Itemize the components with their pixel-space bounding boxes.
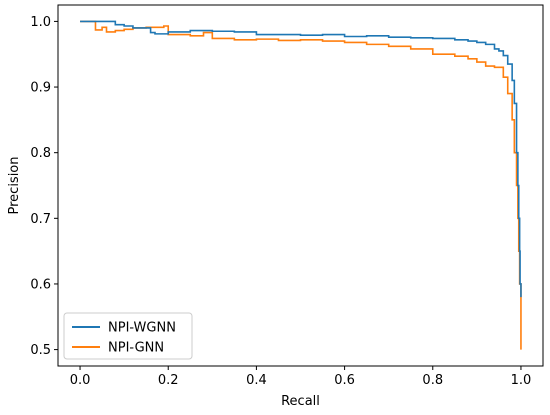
- x-tick-label: 1.0: [511, 373, 532, 388]
- y-axis-ticks: 0.5 0.6 0.7 0.8 0.9 1.0: [30, 15, 58, 358]
- x-tick-label: 0.6: [334, 373, 355, 388]
- x-tick-label: 0.2: [158, 373, 179, 388]
- x-axis-ticks: 0.0 0.2 0.4 0.6 0.8 1.0: [70, 366, 532, 388]
- legend: NPI-WGNN NPI-GNN: [63, 312, 193, 360]
- legend-label: NPI-WGNN: [108, 321, 176, 336]
- legend-label: NPI-GNN: [108, 341, 164, 356]
- y-tick-label: 0.8: [30, 146, 51, 161]
- y-axis-label: Precision: [7, 156, 22, 214]
- x-tick-label: 0.0: [70, 373, 91, 388]
- x-axis-label: Recall: [281, 394, 320, 409]
- y-tick-label: 0.5: [30, 343, 51, 358]
- series-line-npi-wgnn: [80, 20, 522, 298]
- x-tick-label: 0.8: [422, 373, 443, 388]
- y-tick-label: 0.7: [30, 212, 51, 227]
- y-tick-label: 0.9: [30, 81, 51, 96]
- y-tick-label: 1.0: [30, 15, 51, 30]
- x-tick-label: 0.4: [246, 373, 267, 388]
- series-line-npi-gnn: [80, 20, 522, 350]
- y-tick-label: 0.6: [30, 277, 51, 292]
- plot-lines: [80, 20, 522, 350]
- plot-frame: [57, 4, 544, 367]
